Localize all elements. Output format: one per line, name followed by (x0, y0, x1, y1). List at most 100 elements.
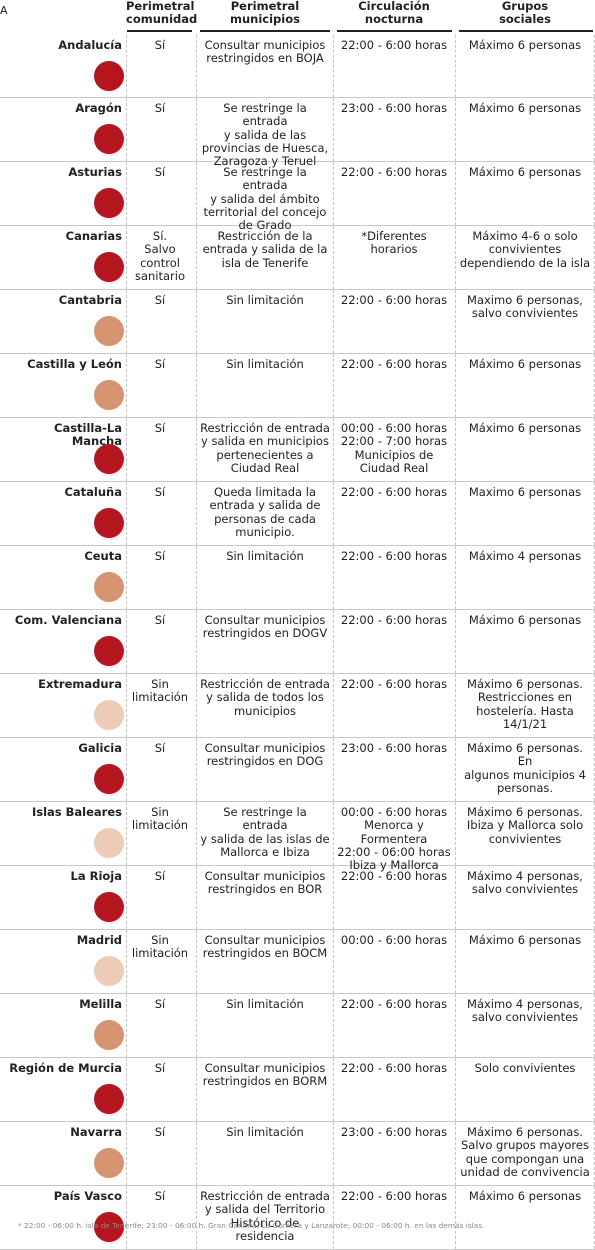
cell-grupos-sociales: Máximo 6 personas (468, 421, 582, 435)
cell-perimetral-comunidad: Sí (154, 165, 166, 179)
cell-circulacion-nocturna: 22:00 - 6:00 horas (340, 997, 448, 1011)
column-divider (126, 866, 127, 929)
table-header: Perimetral comunidad Perimetral municipi… (0, 0, 595, 34)
table-row: Castilla y León Sí Sin limitación 22:00 - 6… (0, 354, 595, 418)
column-divider (455, 162, 456, 225)
region-name: Islas Baleares (31, 805, 122, 819)
cell-perimetral-municipios: Restricción de entrada y salida de todos… (200, 677, 330, 718)
column-divider (126, 546, 127, 609)
column-divider (455, 354, 456, 417)
column-divider (333, 930, 334, 993)
cell-perimetral-municipios: Consultar municipios restringidos en BOC… (202, 933, 328, 961)
table-row: Islas Baleares Sin limitación Se restringe… (0, 802, 595, 872)
cell-circulacion-nocturna: 22:00 - 6:00 horas (340, 357, 448, 371)
region-name: Madrid (76, 933, 122, 947)
column-divider (455, 1122, 456, 1185)
cell-perimetral-municipios: Restricción de entrada y salida en munic… (200, 421, 330, 475)
column-divider (333, 802, 334, 865)
cell-perimetral-comunidad: Sí (154, 997, 166, 1011)
table-row: Galicia Sí Consultar municipios restringid… (0, 738, 595, 802)
risk-level-dot (94, 1084, 124, 1114)
column-divider (333, 738, 334, 801)
column-divider (455, 35, 456, 97)
region-name: La Rioja (70, 869, 123, 883)
cell-circulacion-nocturna: 22:00 - 6:00 horas (340, 1189, 448, 1203)
cell-perimetral-comunidad: Sin limitación (131, 933, 189, 961)
column-divider (196, 546, 197, 609)
column-divider (126, 674, 127, 737)
table-row: País Vasco Sí Restricción de entrada y sal… (0, 1186, 595, 1250)
header-rule (200, 30, 330, 32)
column-divider (196, 738, 197, 801)
column-divider (455, 1058, 456, 1121)
risk-level-dot (94, 61, 124, 91)
column-divider (126, 1122, 127, 1185)
column-divider (126, 802, 127, 865)
region-name: Ceuta (84, 549, 122, 563)
risk-level-dot (94, 124, 124, 154)
cell-perimetral-municipios: Sin limitación (226, 357, 304, 371)
cell-perimetral-municipios: Sin limitación (226, 997, 304, 1011)
risk-level-dot (94, 252, 124, 282)
column-divider (455, 930, 456, 993)
cell-perimetral-municipios: Restricción de la entrada y salida de la… (202, 229, 328, 270)
column-divider (333, 994, 334, 1057)
cell-perimetral-comunidad: Sí (154, 741, 166, 755)
cell-grupos-sociales: Máximo 6 personas. Restricciones en host… (467, 677, 583, 731)
cell-perimetral-municipios: Sin limitación (226, 549, 304, 563)
table-row: Cantabria Sí Sin limitación 22:00 - 6:00 ho… (0, 290, 595, 354)
column-divider (333, 610, 334, 673)
cell-grupos-sociales: Máximo 4 personas (468, 549, 582, 563)
column-divider (455, 674, 456, 737)
column-divider (196, 994, 197, 1057)
header-rule (459, 30, 593, 32)
column-divider (126, 1186, 127, 1249)
cell-perimetral-comunidad: Sí (154, 1125, 166, 1139)
table-row: La Rioja Sí Consultar municipios restringi… (0, 866, 595, 930)
region-name: Navarra (70, 1125, 122, 1139)
risk-level-dot (94, 508, 124, 538)
header-perimetral-municipios: Perimetral municipios (230, 0, 300, 26)
column-divider (126, 354, 127, 417)
column-divider (333, 354, 334, 417)
column-divider (455, 610, 456, 673)
region-name: Andalucía (58, 38, 122, 52)
table-row: Madrid Sin limitación Consultar municipios… (0, 930, 595, 994)
risk-level-dot (94, 188, 124, 218)
cell-perimetral-comunidad: Sí (154, 1189, 166, 1203)
column-divider (333, 1122, 334, 1185)
table-row: Com. Valenciana Sí Consultar municipios re… (0, 610, 595, 674)
column-divider (196, 802, 197, 865)
column-divider (196, 1186, 197, 1249)
column-divider (455, 482, 456, 545)
cell-perimetral-municipios: Queda limitada la entrada y salida de pe… (209, 485, 321, 539)
cell-grupos-sociales: Máximo 6 personas (468, 101, 582, 115)
cell-perimetral-comunidad: Sí (154, 38, 166, 52)
table-row: Ceuta Sí Sin limitación 22:00 - 6:00 horas M… (0, 546, 595, 610)
column-divider (333, 546, 334, 609)
cell-circulacion-nocturna: 23:00 - 6:00 horas (340, 101, 448, 115)
risk-level-dot (94, 380, 124, 410)
risk-level-dot (94, 316, 124, 346)
table-row: Canarias Sí. Salvo control sanitario Restr… (0, 226, 595, 290)
region-name: Región de Murcia (9, 1061, 122, 1075)
cell-circulacion-nocturna: 22:00 - 6:00 horas (340, 485, 448, 499)
table-row: Castilla-La Mancha Sí Restricción de entra… (0, 418, 595, 482)
cell-perimetral-comunidad: Sí (154, 293, 166, 307)
header-perimetral-comunidad: Perimetral comunidad (126, 0, 198, 26)
cell-grupos-sociales: Maximo 6 personas (468, 485, 582, 499)
cell-circulacion-nocturna: 22:00 - 6:00 horas (340, 165, 448, 179)
cell-perimetral-comunidad: Sí (154, 613, 166, 627)
region-name: País Vasco (53, 1189, 122, 1203)
column-divider (455, 1186, 456, 1249)
risk-level-dot (94, 828, 124, 858)
column-divider (455, 866, 456, 929)
column-divider (333, 418, 334, 481)
cell-grupos-sociales: Máximo 4-6 o solo convivientes dependien… (459, 229, 591, 270)
column-divider (455, 98, 456, 161)
cell-perimetral-municipios: Consultar municipios restringidos en DOG… (202, 613, 328, 641)
cell-circulacion-nocturna: 22:00 - 6:00 horas (340, 677, 448, 691)
region-name: Canarias (65, 229, 122, 243)
cell-grupos-sociales: Máximo 6 personas. En algunos municipios… (464, 741, 586, 795)
column-divider (333, 1058, 334, 1121)
